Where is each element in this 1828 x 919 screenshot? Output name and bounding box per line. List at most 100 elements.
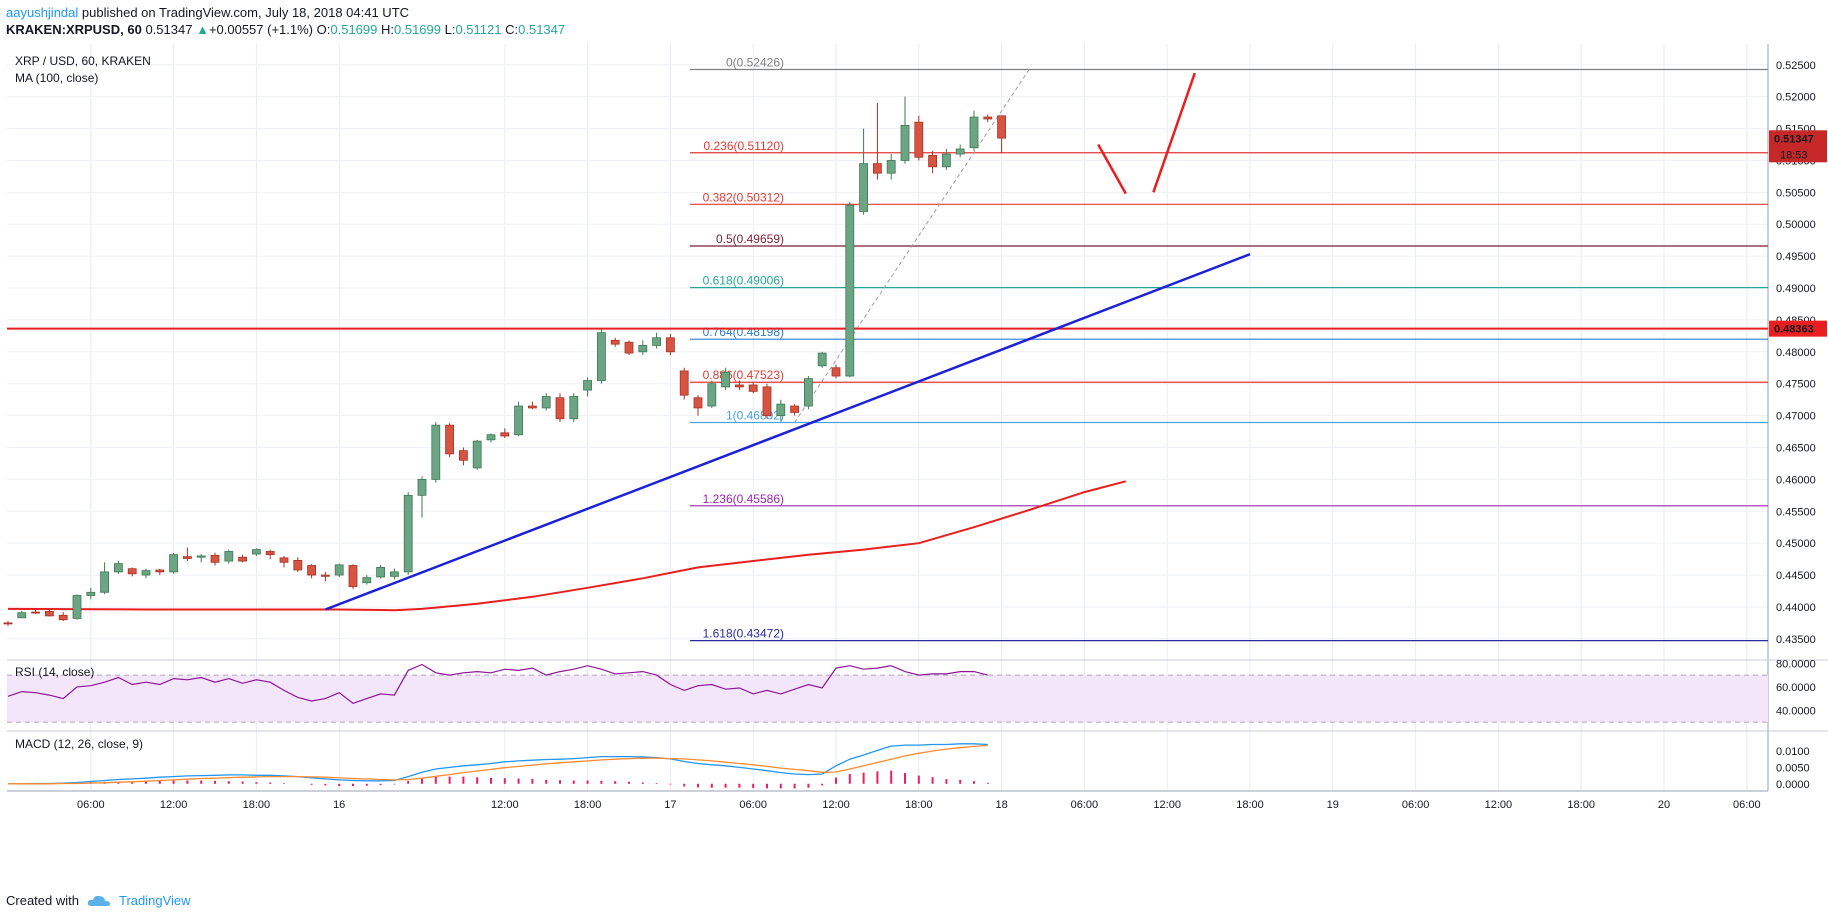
candle [17,610,27,619]
time-tick-label: 06:00 [1071,799,1099,811]
candle [472,439,482,470]
candle [555,393,565,422]
time-tick-label: 12:00 [1153,799,1181,811]
candle-body [3,622,13,625]
price-tick-label: 0.51500 [1776,124,1816,136]
candle-body [265,551,275,556]
candle [859,128,868,215]
candle-body [762,386,772,417]
candle-body [445,424,455,455]
time-tick-label: 06:00 [1402,799,1430,811]
candle [955,144,965,158]
candle-body [569,396,579,420]
candles [3,96,1006,627]
candle [31,609,41,614]
candle [569,393,579,422]
candle [114,561,123,574]
candle-body [652,337,661,346]
candle [169,552,179,574]
candle [58,612,68,622]
macd-pane: 0.0100 0.0050 0.0000 MACD (12, 26, close, 9… [8,737,1810,791]
candle [997,115,1006,153]
price-tick-label: 0.47000 [1776,411,1816,423]
candle [86,587,96,600]
candle-body [72,595,82,619]
fib-diagonal [794,69,1030,423]
candle [334,563,344,577]
candle [514,401,523,437]
fib-level-label: 0(0.52426) [726,55,784,69]
candle-body [693,397,703,409]
fib-level-label: 0.382(0.50312) [703,190,784,204]
low-value: 0.51121 [455,22,502,37]
candle-body [928,154,937,168]
candle-body [997,115,1006,139]
macd-legend: MACD (12, 26, close, 9) [15,737,143,751]
publish-info: aayushjindal published on TradingView.co… [6,5,409,20]
candle-body [955,148,965,155]
chart-area[interactable]: 0.525000.520000.515000.510000.505000.500… [0,44,1828,884]
candle-body [127,568,137,575]
horizontal-level-price-tag: 0.48363 [1774,324,1814,336]
candle-body [224,551,234,562]
macd-tick-label: 0.0000 [1776,779,1810,791]
author-link[interactable]: aayushjindal [6,5,79,20]
price-tick-label: 0.50500 [1776,187,1816,199]
candle [486,433,496,443]
change-value: +0.00557 (+1.1%) [208,22,314,37]
candle [307,564,317,579]
candle-body [169,554,179,573]
candle [320,571,330,582]
footer: Created with TradingView [6,893,191,908]
time-tick-label: 18:00 [1236,799,1264,811]
candle [210,552,220,566]
candle-body [293,560,303,571]
candle [735,380,744,391]
candle [127,567,137,577]
support-trendline [324,253,1251,611]
last-price-tag: 0.51347 [1774,133,1814,145]
open-value: 0.51699 [330,22,378,37]
candle [362,575,372,585]
candle-body [31,611,41,614]
macd-line [8,743,988,785]
candle-body [251,549,261,555]
candle [679,367,689,400]
candle-body [790,405,799,413]
candle-body [376,567,386,578]
last-price-tag-bg [1769,130,1827,163]
time-tick-label: 16 [333,799,345,811]
change-arrow-icon: ▲ [196,22,209,37]
symbol-label[interactable]: KRAKEN:XRPUSD, 60 [6,22,142,37]
publish-text: published on TradingView.com, July 18, 2… [78,5,410,20]
candle-body [100,571,109,593]
candle-body [873,163,882,174]
candle-body [735,384,744,388]
time-tick-label: 06:00 [77,799,105,811]
candle [72,594,82,620]
price-tick-label: 0.46000 [1776,474,1816,486]
candle [748,382,758,394]
tradingview-brand[interactable]: TradingView [118,893,191,908]
candle-body [514,405,523,436]
candle [707,380,717,408]
candle [969,110,979,151]
candle [45,608,54,617]
price-tick-label: 0.49500 [1776,251,1816,263]
time-tick-label: 18 [995,799,1007,811]
horizontal-level-price-tag-bg [1769,320,1827,337]
candle [541,393,551,411]
candle [224,549,234,564]
candle [348,564,358,590]
candle [155,568,165,576]
fib-retracement: 0(0.52426) 0.236(0.51120) 0.382(0.50312) 0.… [690,55,1768,642]
candle-body [817,352,827,367]
ma-line [7,480,1127,612]
candle [265,549,275,560]
candle-body [155,569,165,573]
candle [431,421,441,483]
rsi-tick-label: 80.0000 [1776,658,1816,670]
candle-body [389,571,399,577]
time-tick-label: 18:00 [1567,799,1595,811]
candle-body [776,403,786,416]
